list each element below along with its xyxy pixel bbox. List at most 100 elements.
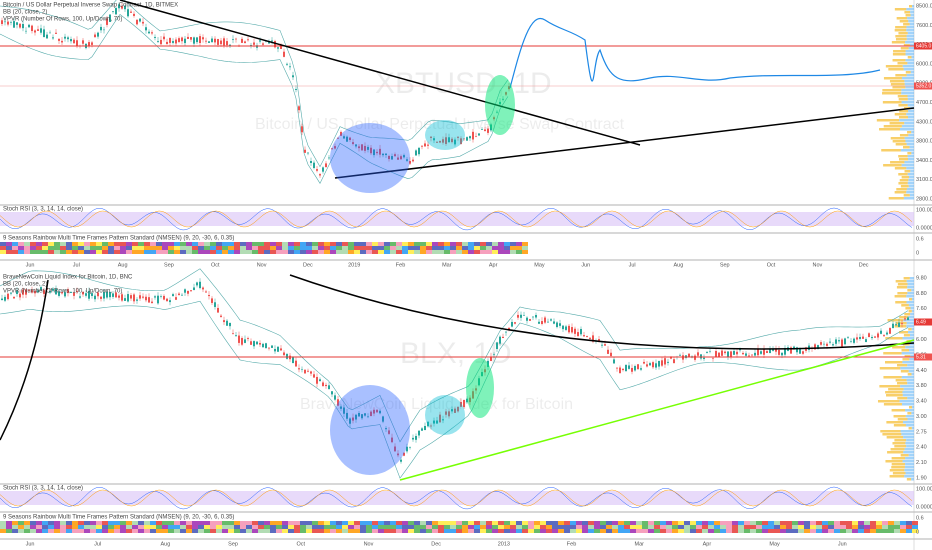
rainbow-cell xyxy=(414,242,420,246)
time-label: Jul xyxy=(73,262,80,268)
rainbow-cell xyxy=(480,242,486,246)
candle-body xyxy=(160,39,162,45)
price-tag xyxy=(914,353,932,361)
candle-body xyxy=(241,337,243,345)
candle-body xyxy=(406,159,408,161)
rainbow-cell xyxy=(312,242,318,246)
candle-body xyxy=(322,167,324,172)
volume-profile xyxy=(895,143,907,146)
rainbow-cell xyxy=(204,242,210,246)
candle-body xyxy=(58,291,60,296)
candle-body xyxy=(865,339,867,343)
candle-body xyxy=(319,174,321,176)
candle-body xyxy=(253,341,255,347)
rainbow-cell xyxy=(516,529,522,533)
rainbow-cell xyxy=(120,242,126,246)
rainbow-cell xyxy=(492,246,498,250)
candle-body xyxy=(706,351,708,353)
rainbow-cell xyxy=(210,242,216,246)
price-label: 2.40 xyxy=(916,445,927,451)
rainbow-cell xyxy=(468,246,474,250)
rainbow-cell xyxy=(396,525,402,529)
rainbow-cell xyxy=(414,529,420,533)
time-label: Aug xyxy=(674,262,684,268)
rainbow-cell xyxy=(66,242,72,246)
candle-body xyxy=(148,297,150,303)
volume-profile xyxy=(905,71,911,74)
volume-profile xyxy=(902,460,914,463)
candle-body xyxy=(313,162,315,169)
rainbow-cell xyxy=(450,246,456,250)
rainbow-cell xyxy=(858,521,864,525)
rainbow-cell xyxy=(462,242,468,246)
rainbow-cell xyxy=(834,521,840,525)
rainbow-cell xyxy=(558,529,564,533)
rainbow-cell xyxy=(192,525,198,529)
rainbow-cell xyxy=(24,521,30,525)
candle-body xyxy=(415,435,417,440)
rainbow-scale: 0 xyxy=(916,529,919,535)
rainbow-cell xyxy=(360,246,366,250)
volume-profile xyxy=(909,277,914,280)
rainbow-cell xyxy=(438,529,444,533)
rainbow-cell xyxy=(462,529,468,533)
candle-body xyxy=(274,348,276,352)
volume-profile xyxy=(910,170,914,173)
rainbow-cell xyxy=(462,250,468,254)
candle-body xyxy=(721,350,723,356)
candle-body xyxy=(385,428,387,430)
candle-body xyxy=(295,360,297,367)
rainbow-cell xyxy=(222,529,228,533)
rainbow-cell xyxy=(744,525,750,529)
rainbow-cell xyxy=(786,529,792,533)
rainbow-cell xyxy=(540,521,546,525)
volume-profile xyxy=(898,98,908,101)
rainbow-cell xyxy=(18,525,24,529)
rainbow-cell xyxy=(258,529,264,533)
projection xyxy=(509,17,881,89)
rainbow-cell xyxy=(660,529,666,533)
rainbow-cell xyxy=(132,246,138,250)
candle-body xyxy=(367,146,369,150)
candle-body xyxy=(163,295,165,300)
candle-body xyxy=(409,447,411,448)
candle-body xyxy=(229,322,231,327)
candle-body xyxy=(748,355,750,357)
rainbow-cell xyxy=(324,246,330,250)
rainbow-cell xyxy=(342,242,348,246)
candle-body xyxy=(460,401,462,407)
volume-profile xyxy=(910,71,914,74)
rainbow-cell xyxy=(678,521,684,525)
rainbow-cell xyxy=(300,242,306,246)
rainbow-cell xyxy=(6,521,12,525)
candle-body xyxy=(253,42,255,45)
rainbow-cell xyxy=(204,250,210,254)
rainbow-cell xyxy=(246,242,252,246)
rainbow-cell xyxy=(18,242,24,246)
rainbow-cell xyxy=(408,525,414,529)
rainbow-cell xyxy=(462,525,468,529)
price-label: 9.80 xyxy=(916,275,927,281)
rainbow-cell xyxy=(378,521,384,525)
rainbow-cell xyxy=(36,525,42,529)
candle-body xyxy=(445,411,447,415)
rainbow-cell xyxy=(312,246,318,250)
candle-body xyxy=(742,352,744,355)
rainbow-cell xyxy=(552,529,558,533)
rainbow-cell xyxy=(636,529,642,533)
rainbow-cell xyxy=(726,529,732,533)
rainbow-cell xyxy=(432,529,438,533)
candle-body xyxy=(454,408,456,413)
rainbow-cell xyxy=(204,521,210,525)
volume-profile xyxy=(882,92,902,95)
price-label: 4300.0 xyxy=(916,119,932,125)
time-label: Dec xyxy=(431,541,441,547)
rainbow-cell xyxy=(906,529,912,533)
rainbow-cell xyxy=(282,246,288,250)
rainbow-cell xyxy=(300,521,306,525)
legend: BB (20, close, 2) xyxy=(3,282,47,288)
rainbow-cell xyxy=(78,525,84,529)
candle-body xyxy=(154,296,156,298)
rainbow-cell xyxy=(336,242,342,246)
volume-profile xyxy=(908,158,914,161)
